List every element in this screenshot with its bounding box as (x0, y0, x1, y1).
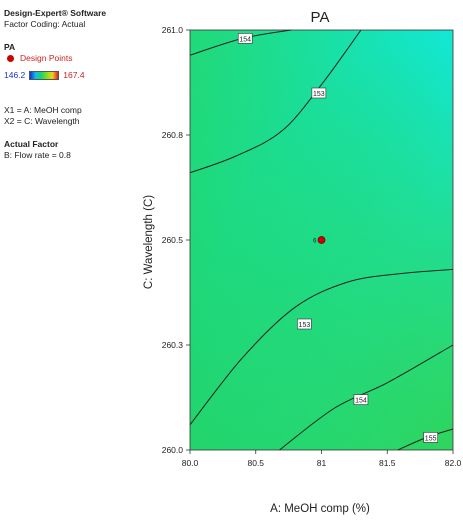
contour-label-box (353, 394, 369, 405)
x-tick-label: 81 (317, 458, 327, 468)
design-points-legend: Design Points (4, 53, 184, 64)
contour-label: 154 (355, 398, 367, 405)
color-range: 146.2 167.4 (4, 70, 184, 81)
contour-lines: 154 153 153 154 155 (189, 29, 454, 451)
contour-label: 155 (425, 435, 437, 442)
design-points-label: Design Points (20, 53, 73, 63)
y-tick-label: 261.0 (162, 25, 184, 35)
color-scale-bar (29, 71, 60, 80)
x1-definition: X1 = A: MeOH comp (4, 105, 82, 115)
contour-label: 154 (239, 36, 251, 43)
factor-coding: Factor Coding: Actual (4, 19, 86, 29)
contour-label-box (237, 33, 253, 44)
design-point (317, 236, 326, 244)
actual-factor-title: Actual Factor (4, 139, 59, 149)
legend-panel: Design-Expert® Software Factor Coding: A… (4, 8, 184, 161)
range-low: 146.2 (4, 70, 26, 80)
range-high: 167.4 (63, 70, 85, 80)
x-tick-label: 80.5 (247, 458, 264, 468)
contour-label-box (311, 87, 327, 99)
y-tick-label: 260.5 (162, 235, 184, 245)
actual-factor-value: B: Flow rate = 0.8 (4, 150, 71, 160)
x-axis-label: A: MeOH comp (%) (270, 503, 370, 515)
contour-label: 153 (313, 91, 325, 98)
design-point-icon (7, 55, 14, 62)
contour-label-box (423, 432, 438, 443)
design-point-label: 6 (313, 239, 317, 245)
software-title: Design-Expert® Software (4, 8, 107, 18)
y-tick-label: 260.3 (162, 340, 184, 350)
x2-definition: X2 = C: Wavelength (4, 116, 80, 126)
chart-title: PA (311, 9, 330, 26)
response-name: PA (4, 42, 16, 52)
y-axis-label: C: Wavelength (C) (143, 195, 155, 289)
y-tick-label: 260.0 (162, 445, 184, 455)
y-tick-label: 260.8 (162, 130, 184, 140)
contour-label-box (297, 318, 312, 330)
x-tick-label: 81.5 (379, 458, 396, 468)
contour-line-153 (189, 268, 454, 426)
axes: 80.0 80.5 81 81.5 82.0 260.0 260.3 260.5 260.8 26… (162, 25, 462, 468)
contour-label: 153 (299, 322, 311, 329)
design-points: 6 (313, 236, 326, 245)
x-tick-label: 82.0 (445, 458, 462, 468)
x-tick-label: 80.0 (182, 458, 199, 468)
contour-line-153 (189, 29, 362, 174)
